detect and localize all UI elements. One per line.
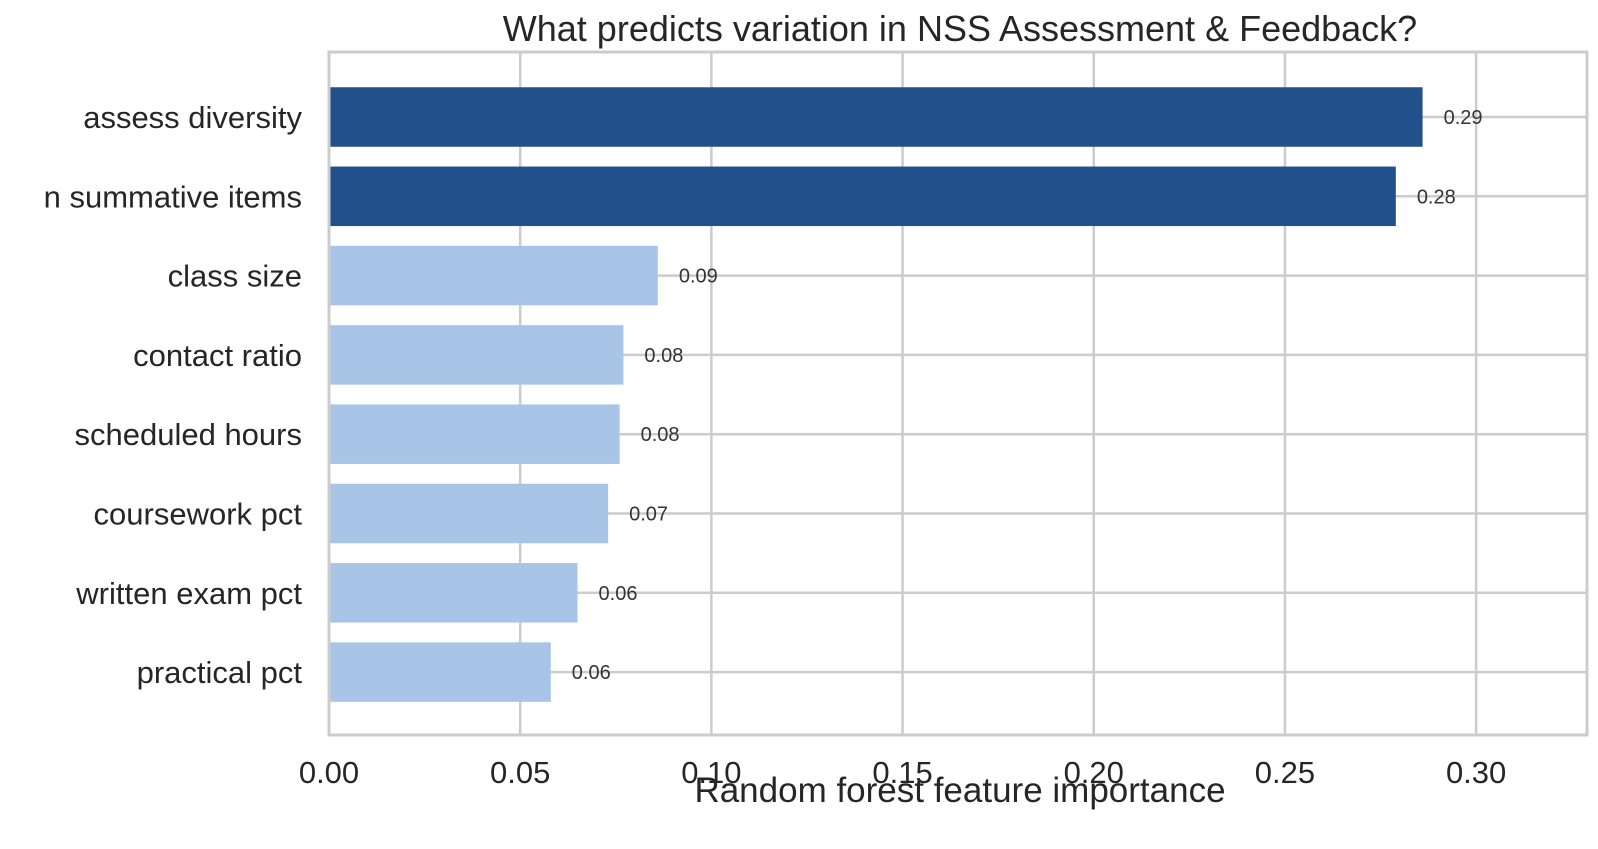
bar-value-label: 0.07 xyxy=(629,504,668,526)
bar xyxy=(329,642,551,702)
bar xyxy=(329,245,658,306)
y-category-label: coursework pct xyxy=(94,497,303,532)
plot-frame xyxy=(327,50,1589,737)
bars xyxy=(329,87,1423,702)
bar-value-label: 0.28 xyxy=(1417,186,1456,208)
y-category-label: assess diversity xyxy=(83,100,302,135)
grid-lines xyxy=(327,52,1587,735)
x-tick-label: 0.25 xyxy=(1255,755,1315,790)
x-tick-label: 0.30 xyxy=(1446,755,1506,790)
value-labels: 0.29 0.28 0.09 0.08 0.08 0.07 0.06 0.06 xyxy=(572,107,1483,684)
bar xyxy=(329,325,624,385)
bar-value-label: 0.08 xyxy=(641,424,680,446)
y-category-label: scheduled hours xyxy=(75,417,303,452)
y-category-label: practical pct xyxy=(137,655,303,690)
bar-value-label: 0.06 xyxy=(572,662,611,684)
x-tick-label: 0.05 xyxy=(490,755,550,790)
x-tick-label: 0.00 xyxy=(299,755,359,790)
chart-title: What predicts variation in NSS Assessmen… xyxy=(503,8,1417,49)
x-tick-label: 0.10 xyxy=(681,755,741,790)
x-tick-label: 0.20 xyxy=(1064,755,1124,790)
y-category-label: contact ratio xyxy=(133,338,302,373)
bar xyxy=(329,483,609,544)
x-axis-ticks: 0.00 0.05 0.10 0.15 0.20 0.25 0.30 xyxy=(299,755,1506,790)
x-axis-label: Random forest feature importance xyxy=(694,771,1225,810)
bar xyxy=(329,563,578,623)
y-category-label: class size xyxy=(168,259,302,294)
x-tick-label: 0.15 xyxy=(872,755,932,790)
bar-value-label: 0.06 xyxy=(599,583,638,605)
bar xyxy=(329,166,1396,227)
y-category-label: written exam pct xyxy=(75,576,302,611)
y-axis-categories: assess diversity n summative items class s… xyxy=(44,100,303,690)
bar xyxy=(329,404,620,464)
bar xyxy=(329,87,1423,147)
y-category-label: n summative items xyxy=(44,179,302,214)
bar-value-label: 0.08 xyxy=(644,345,683,367)
bar-value-label: 0.09 xyxy=(679,266,718,288)
bar-value-label: 0.29 xyxy=(1444,107,1483,129)
